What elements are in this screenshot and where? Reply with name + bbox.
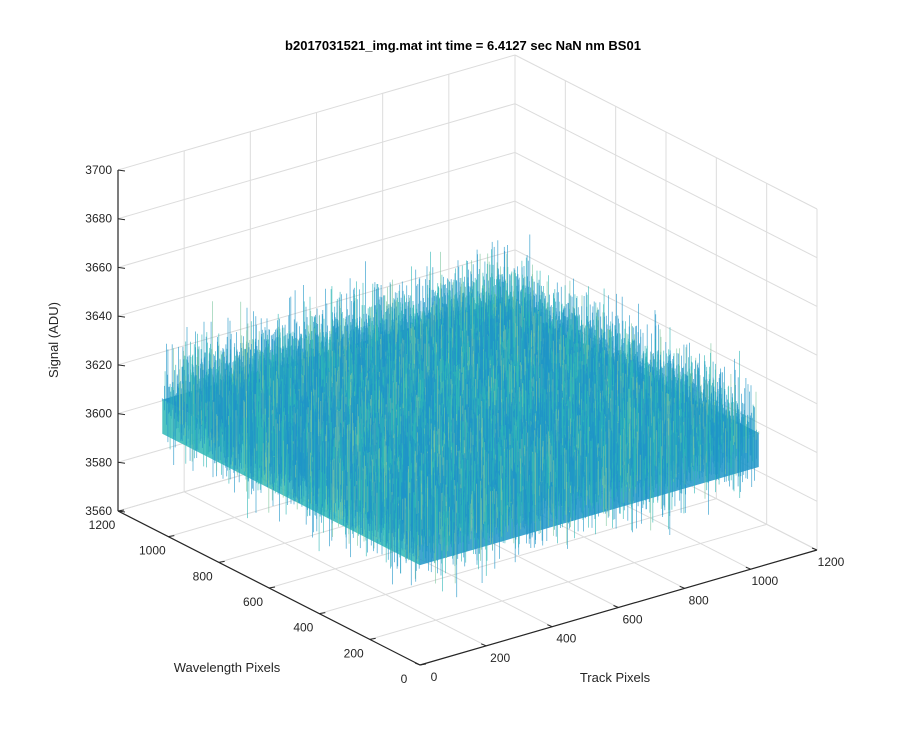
grid-line xyxy=(117,54,516,171)
grid-line xyxy=(514,54,818,210)
grid-line xyxy=(369,523,767,640)
grid-line xyxy=(319,498,717,615)
grid-line xyxy=(117,103,516,220)
grid-line xyxy=(514,103,818,259)
grid-line xyxy=(514,249,818,405)
grid-line xyxy=(117,200,516,317)
surface-mesh xyxy=(161,234,760,598)
grid-line xyxy=(117,249,516,366)
grid-line xyxy=(117,151,516,268)
grid-line xyxy=(514,151,818,307)
grid-line xyxy=(514,200,818,356)
